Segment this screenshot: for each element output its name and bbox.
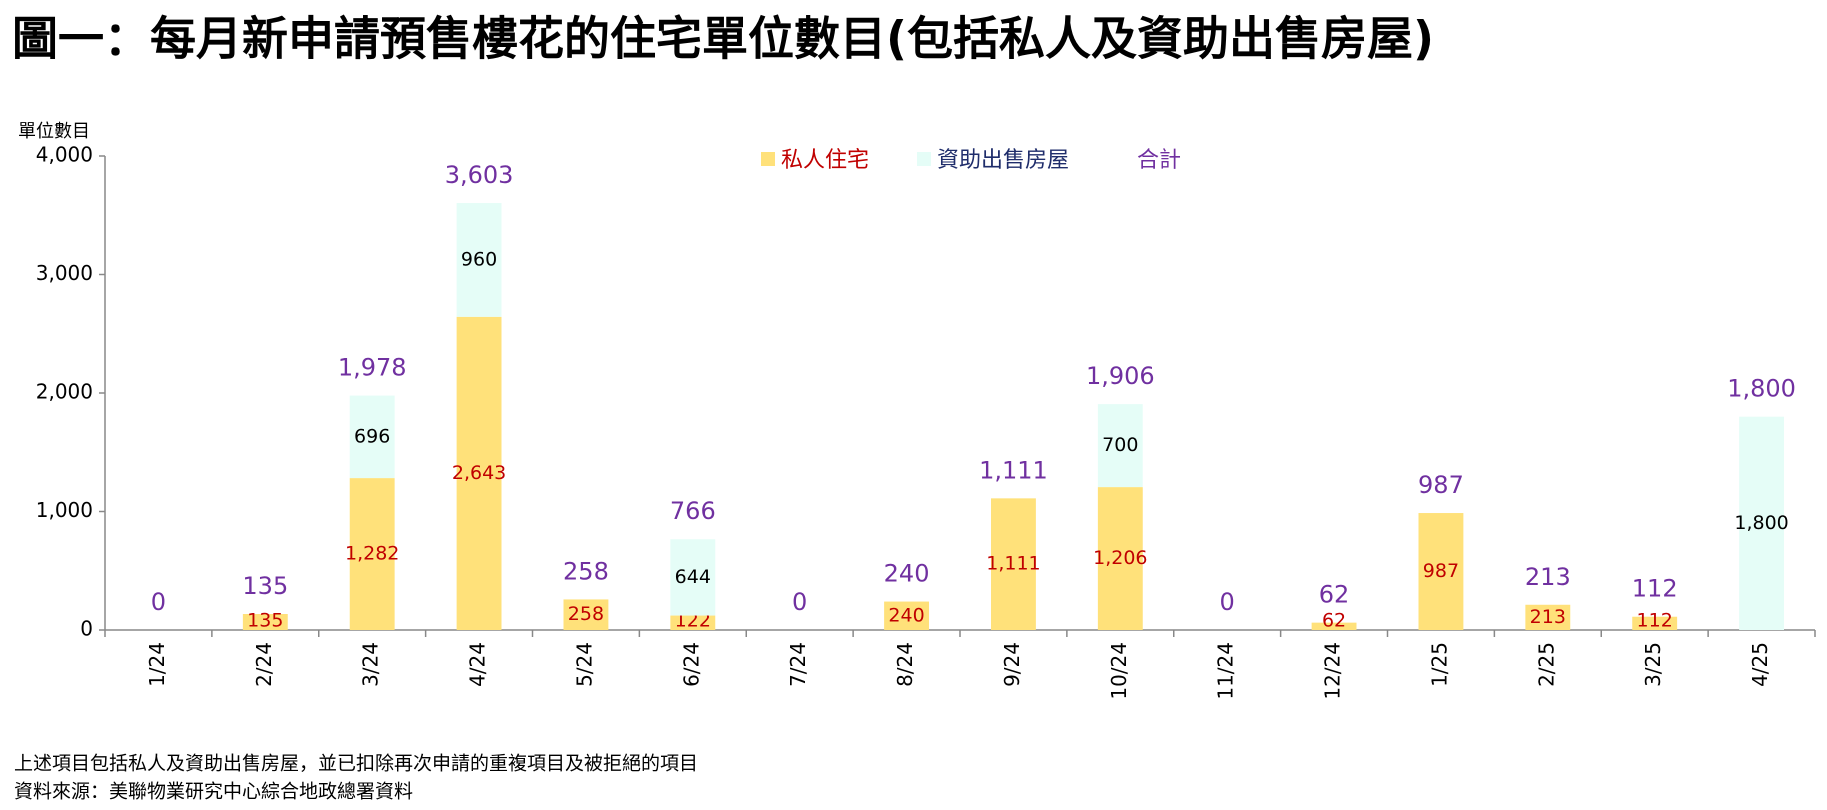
- total-label: 0: [151, 588, 166, 616]
- bar: [1311, 622, 1357, 630]
- total-label: 135: [242, 572, 288, 600]
- bar: [349, 478, 395, 630]
- data-label: 213: [1530, 606, 1566, 628]
- y-tick-label: 0: [80, 617, 93, 641]
- x-tick-label: 6/24: [679, 642, 703, 687]
- x-tick-label: 2/24: [252, 642, 276, 687]
- total-label: 766: [670, 497, 716, 525]
- bar: [990, 498, 1036, 630]
- y-tick-label: 2,000: [36, 380, 93, 404]
- total-label: 0: [792, 588, 807, 616]
- bar: [1525, 604, 1571, 630]
- x-tick-label: 4/25: [1748, 642, 1772, 687]
- bar: [1418, 513, 1464, 630]
- y-tick-label: 1,000: [36, 498, 93, 522]
- bar: [1097, 404, 1143, 488]
- x-tick-label: 3/25: [1641, 642, 1665, 687]
- data-label: 987: [1423, 560, 1459, 582]
- total-label: 1,800: [1727, 375, 1796, 403]
- x-tick-label: 4/24: [466, 642, 490, 687]
- total-label: 213: [1525, 563, 1571, 591]
- total-label: 258: [563, 557, 609, 585]
- legend-swatch: [1117, 152, 1132, 166]
- data-label: 240: [888, 604, 924, 626]
- total-label: 0: [1220, 588, 1235, 616]
- total-label: 62: [1319, 581, 1350, 609]
- x-tick-label: 12/24: [1321, 642, 1345, 700]
- data-label: 1,111: [986, 553, 1040, 575]
- data-label: 135: [247, 610, 283, 632]
- y-tick-label: 3,000: [36, 261, 93, 285]
- x-tick-label: 10/24: [1107, 642, 1131, 700]
- x-tick-label: 7/24: [786, 642, 810, 687]
- bar: [1632, 616, 1678, 630]
- y-tick-label: 4,000: [36, 143, 93, 167]
- footnote: 資料來源：美聯物業研究中心綜合地政總署資料: [14, 781, 413, 803]
- x-tick-label: 1/25: [1427, 642, 1451, 687]
- footnote: 上述項目包括私人及資助出售房屋，並已扣除再次申請的重複項目及被拒絕的項目: [14, 753, 698, 775]
- legend-swatch: [761, 152, 775, 166]
- x-tick-label: 3/24: [359, 642, 383, 687]
- bar: [242, 614, 288, 630]
- data-label: 1,206: [1093, 547, 1147, 569]
- bar: [456, 316, 502, 630]
- data-label: 62: [1322, 610, 1346, 632]
- total-label: 1,906: [1086, 362, 1155, 390]
- data-label: 644: [675, 566, 711, 588]
- total-label: 240: [884, 560, 930, 588]
- legend-swatch: [917, 152, 932, 166]
- data-label: 960: [461, 248, 497, 270]
- total-label: 1,978: [338, 354, 407, 382]
- bar: [670, 539, 716, 616]
- y-axis-label: 單位數目: [18, 121, 90, 142]
- data-label: 696: [354, 425, 390, 447]
- bar: [349, 395, 395, 479]
- data-label: 1,800: [1734, 512, 1788, 534]
- data-label: 258: [568, 603, 604, 625]
- total-label: 1,111: [979, 456, 1048, 484]
- chart-title: 圖一：每月新申請預售樓花的住宅單位數目(包括私人及資助出售房屋): [12, 12, 1434, 66]
- data-label: 1,282: [345, 543, 399, 565]
- data-label: 700: [1102, 434, 1138, 456]
- legend-label: 私人住宅: [781, 148, 869, 173]
- total-label: 3,603: [445, 161, 514, 189]
- bar: [884, 601, 930, 630]
- total-label: 112: [1632, 575, 1678, 603]
- bar: [1739, 416, 1785, 630]
- legend-label: 合計: [1137, 148, 1181, 173]
- x-tick-label: 8/24: [893, 642, 917, 687]
- x-tick-label: 11/24: [1214, 642, 1238, 700]
- bar: [456, 203, 502, 317]
- data-label: 2,643: [452, 462, 506, 484]
- bar: [1097, 487, 1143, 630]
- total-label: 987: [1418, 471, 1464, 499]
- bar: [670, 615, 716, 630]
- x-tick-label: 2/25: [1534, 642, 1558, 687]
- bar: [563, 599, 609, 630]
- x-tick-label: 9/24: [1000, 642, 1024, 687]
- x-tick-label: 1/24: [145, 642, 169, 687]
- legend-label: 資助出售房屋: [937, 148, 1069, 173]
- x-tick-label: 5/24: [572, 642, 596, 687]
- data-label: 112: [1637, 610, 1673, 632]
